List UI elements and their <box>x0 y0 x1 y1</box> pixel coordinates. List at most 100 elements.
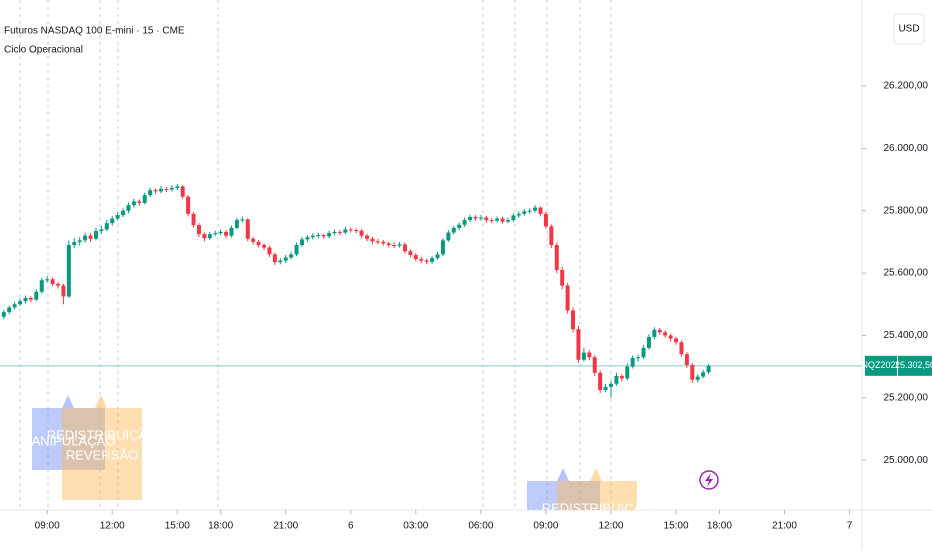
x-tick-label: 6 <box>348 521 354 532</box>
candle-body <box>131 201 136 206</box>
candle-body <box>202 234 207 239</box>
candle-body <box>500 218 505 222</box>
candle-body <box>381 241 386 244</box>
y-tick-label: 25.000,00 <box>884 455 929 466</box>
candle-body <box>7 307 12 313</box>
annotation-label: REDISTRIBUIÇÃO <box>47 427 158 442</box>
candle-body <box>153 190 158 192</box>
candle-body <box>218 231 223 234</box>
candle-body <box>88 235 93 239</box>
candle-body <box>478 217 483 219</box>
candle-body <box>625 366 630 379</box>
candle-body <box>468 216 473 221</box>
currency[interactable]: USD <box>898 24 919 35</box>
candle-body <box>408 251 413 255</box>
x-tick-label: 7 <box>847 521 853 532</box>
candle-body <box>104 223 109 230</box>
y-tick-label: 25.200,00 <box>884 392 929 403</box>
candle-body <box>587 352 592 358</box>
candle-body <box>99 229 104 231</box>
candle-body <box>196 225 201 235</box>
candle-body <box>684 354 689 366</box>
candle-body <box>310 235 315 238</box>
x-tick-label: 15:00 <box>664 521 689 532</box>
candle-body <box>164 188 169 190</box>
candle-body <box>240 219 245 221</box>
candle-body <box>386 243 391 246</box>
candle-body <box>663 332 668 336</box>
x-tick-label: 18:00 <box>208 521 233 532</box>
candle-body <box>543 213 548 227</box>
candle-body <box>251 238 256 242</box>
candle-body <box>457 224 462 228</box>
candle-body <box>652 329 657 337</box>
candle-body <box>321 235 326 237</box>
candle-body <box>343 229 348 233</box>
x-tick-label: 12:00 <box>598 521 623 532</box>
candle-body <box>267 247 272 255</box>
candle-body <box>674 338 679 343</box>
x-tick-label: 15:00 <box>165 521 190 532</box>
candle-body <box>245 219 250 239</box>
x-tick-label: 09:00 <box>533 521 558 532</box>
candle-body <box>592 357 597 373</box>
candle-body <box>608 383 613 387</box>
candle-body <box>679 342 684 355</box>
candle-body <box>34 291 39 300</box>
candle-body <box>1 312 6 317</box>
candle-body <box>646 336 651 348</box>
candle-body <box>316 235 321 237</box>
candle-body <box>272 254 277 263</box>
candle-body <box>533 207 538 211</box>
candle-body <box>77 240 82 242</box>
y-tick-label: 25.800,00 <box>884 205 929 216</box>
candle-body <box>554 245 559 270</box>
candle-body <box>56 283 61 286</box>
candle-body <box>571 310 576 330</box>
x-tick-label: 18:00 <box>707 521 732 532</box>
candle-body <box>159 188 164 192</box>
alert-icon[interactable] <box>699 470 719 490</box>
annotation-box <box>557 481 637 510</box>
candle-body <box>473 216 478 219</box>
annotation-label: MANIPULAÇÃO <box>21 433 116 448</box>
candle-body <box>614 375 619 384</box>
candle-body <box>229 227 234 236</box>
candle-body <box>18 301 23 305</box>
candle-body <box>527 210 532 212</box>
candle-body <box>148 190 153 196</box>
candle-body <box>50 279 55 284</box>
candle-body <box>419 259 424 261</box>
x-tick-label: 21:00 <box>772 521 797 532</box>
candle-body <box>484 217 489 221</box>
annotation-label: REDISTRIBUIÇÃO <box>542 500 653 515</box>
candle-body <box>207 234 212 239</box>
candle-body <box>392 245 397 247</box>
currency-box[interactable] <box>893 13 925 45</box>
candle-body <box>690 365 695 380</box>
candle-body <box>489 220 494 222</box>
symbol-tag <box>865 355 897 376</box>
candle-body <box>511 215 516 221</box>
candle-body <box>137 201 142 203</box>
annotation-arrow <box>95 395 107 408</box>
candle-body <box>424 260 429 262</box>
candle-body <box>234 220 239 228</box>
candle-body <box>180 186 185 197</box>
candle-body <box>348 229 353 231</box>
y-tick-label: 25.400,00 <box>884 330 929 341</box>
annotation-arrow <box>62 395 74 408</box>
candle-body <box>354 230 359 232</box>
candle-body <box>619 375 624 379</box>
candle-body <box>23 298 28 302</box>
candle-body <box>576 329 581 360</box>
candle-body <box>28 298 33 300</box>
price-tag <box>898 355 932 376</box>
candle-body <box>283 257 288 261</box>
candle-body <box>332 231 337 234</box>
symbol-label: NQZ2025 <box>861 360 900 370</box>
candle-body <box>657 329 662 333</box>
candle-body <box>560 269 565 286</box>
price-label: 25.302,50 <box>895 360 932 370</box>
candle-body <box>630 357 635 367</box>
